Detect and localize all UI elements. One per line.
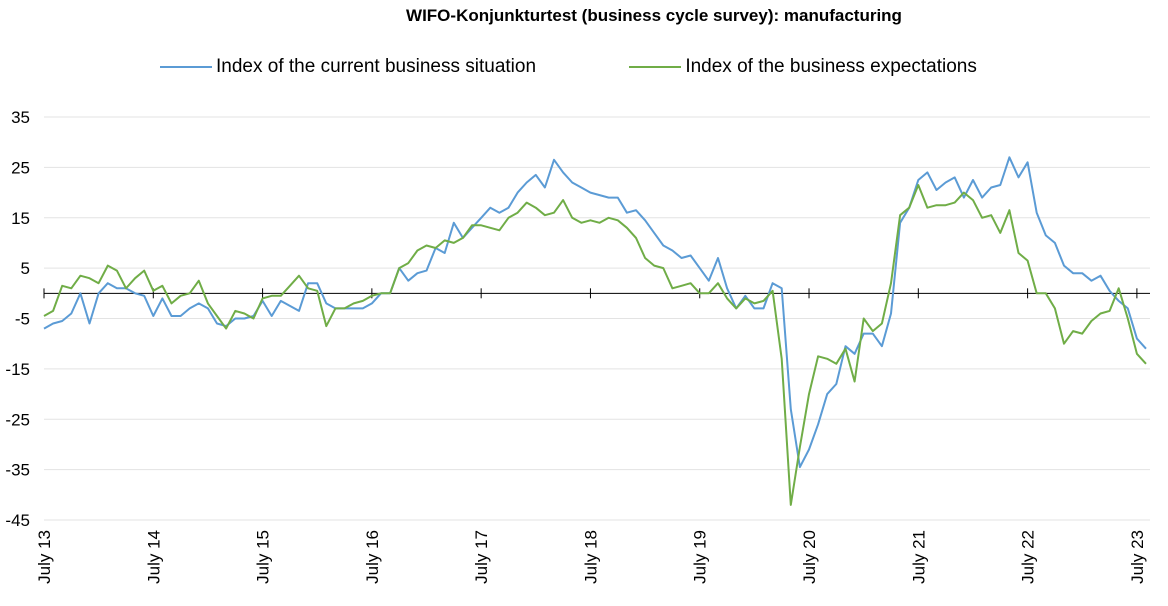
x-tick-label: July 16: [363, 530, 382, 584]
y-tick-label: -35: [5, 461, 30, 480]
x-tick-label: July 15: [254, 530, 273, 584]
x-tick-label: July 20: [800, 530, 819, 584]
y-tick-label: -5: [15, 310, 30, 329]
x-tick-label: July 18: [581, 530, 600, 584]
y-tick-label: -15: [5, 360, 30, 379]
y-tick-label: 25: [11, 158, 30, 177]
chart-title: WIFO-Konjunkturtest (business cycle surv…: [406, 6, 902, 25]
legend-item-current-situation: Index of the current business situation: [160, 56, 536, 78]
legend-item-expectations: Index of the business expectations: [629, 56, 977, 78]
x-tick-label: July 14: [144, 530, 163, 584]
x-tick-label: July 21: [909, 530, 928, 584]
legend-swatch-expectations: [629, 66, 682, 68]
legend-label-current-situation: Index of the current business situation: [216, 56, 537, 77]
chart-legend: Index of the current business situation …: [160, 52, 1065, 78]
y-tick-label: 15: [11, 209, 30, 228]
legend-swatch-current-situation: [160, 66, 212, 68]
y-tick-label: -25: [5, 410, 30, 429]
y-tick-label: -45: [5, 511, 30, 530]
y-tick-label: 5: [21, 259, 30, 278]
series-line-expectations: [43, 184, 1147, 506]
x-tick-label: July 13: [35, 530, 54, 584]
x-tick-label: July 19: [691, 530, 710, 584]
legend-label-expectations: Index of the business expectations: [685, 56, 977, 77]
x-tick-label: July 22: [1019, 530, 1038, 584]
x-tick-label: July 17: [472, 530, 491, 584]
series-line-current-situation: [43, 156, 1147, 469]
y-tick-label: 35: [11, 108, 30, 127]
x-tick-label: July 23: [1128, 530, 1147, 584]
